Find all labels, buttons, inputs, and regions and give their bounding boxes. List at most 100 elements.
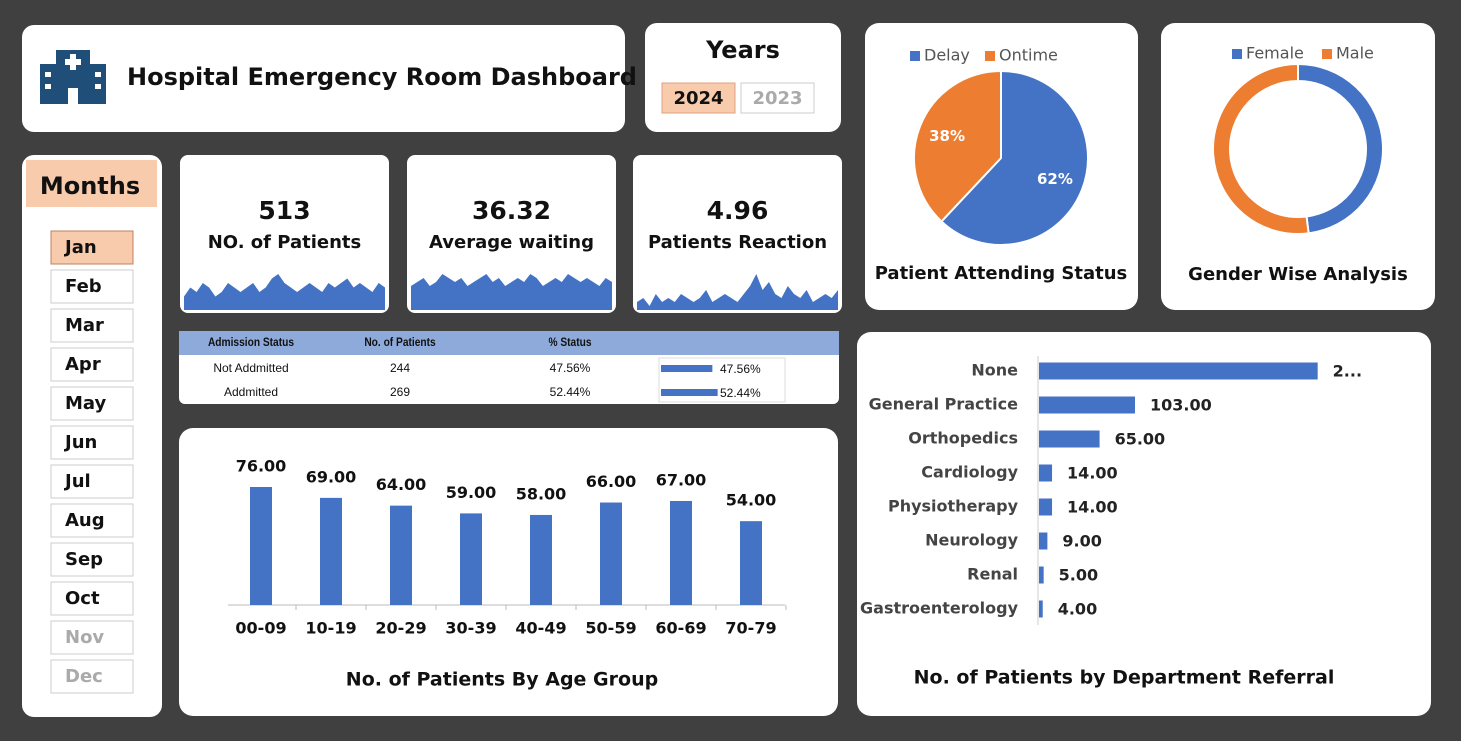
bar — [1039, 464, 1053, 482]
month-button[interactable] — [50, 542, 134, 577]
table-cell: 47.56% — [550, 361, 591, 375]
pie-slice — [940, 69, 1089, 246]
y-tick-label: None — [971, 361, 1018, 380]
bar-value-label: 9.00 — [1062, 532, 1101, 551]
x-tick-label: 10-19 — [305, 619, 356, 638]
hospital-icon — [40, 50, 106, 104]
bar — [1039, 430, 1100, 448]
pie-slice — [913, 69, 1002, 223]
table-header-cell: Admission Status — [208, 336, 294, 349]
slice-label: 38% — [929, 127, 965, 145]
bar-value-label: 66.00 — [586, 472, 637, 491]
month-button[interactable] — [50, 308, 134, 343]
year-label: 2023 — [752, 88, 802, 109]
bar-value-label: 54.00 — [726, 491, 777, 510]
month-button[interactable] — [50, 386, 134, 421]
month-button[interactable] — [50, 620, 134, 655]
legend-swatch — [910, 51, 920, 61]
month-label: Feb — [65, 276, 102, 297]
bar-value-label: 64.00 — [376, 475, 427, 494]
month-label: Jul — [63, 471, 91, 492]
bar-value-label: 14.00 — [1067, 464, 1118, 483]
month-button[interactable] — [50, 347, 134, 382]
kpi-value: 4.96 — [707, 196, 769, 225]
chart-title: Gender Wise Analysis — [1188, 264, 1408, 285]
table-cell: 244 — [390, 361, 410, 375]
year-button[interactable] — [661, 82, 736, 114]
month-label: Aug — [65, 510, 105, 531]
x-tick-label: 50-59 — [585, 619, 636, 638]
y-tick-label: Renal — [967, 565, 1018, 584]
kpi-sparkline — [637, 274, 838, 310]
y-tick-label: Cardiology — [921, 463, 1018, 482]
months-title: Months — [40, 172, 140, 200]
month-label: Dec — [65, 666, 103, 687]
bar — [460, 513, 482, 605]
slice-label: 62% — [1037, 170, 1073, 188]
month-button[interactable] — [50, 659, 134, 694]
bar — [670, 500, 692, 605]
y-tick-label: Orthopedics — [908, 429, 1018, 448]
header-panel — [22, 25, 625, 132]
bar-value-label: 69.00 — [306, 467, 357, 486]
bar-value-label: 2... — [1333, 362, 1362, 381]
month-button[interactable] — [50, 230, 134, 265]
x-tick-label: 00-09 — [235, 619, 286, 638]
y-tick-label: Neurology — [925, 531, 1018, 550]
month-label: May — [65, 393, 107, 414]
legend-label: Male — [1336, 44, 1374, 63]
table-cell: Not Addmitted — [213, 361, 288, 375]
kpi-label: Average waiting — [429, 232, 594, 253]
bar-value-label: 65.00 — [1115, 430, 1166, 449]
chart-title: Patient Attending Status — [875, 263, 1128, 284]
kpi-card — [407, 155, 616, 313]
table-header-cell: % Status — [548, 336, 591, 349]
bar-value-label: 76.00 — [236, 457, 287, 476]
bar-value-label: 5.00 — [1059, 566, 1098, 585]
data-bar — [661, 365, 713, 372]
month-button[interactable] — [50, 581, 134, 616]
month-button[interactable] — [50, 425, 134, 460]
bar-value-label: 14.00 — [1067, 498, 1118, 517]
year-button[interactable] — [740, 82, 815, 114]
month-button[interactable] — [50, 503, 134, 538]
kpi-card — [633, 155, 842, 313]
kpi-card — [180, 155, 389, 313]
table-header — [179, 331, 839, 355]
kpi-label: NO. of Patients — [208, 232, 362, 253]
legend-swatch — [1232, 49, 1242, 59]
legend-swatch — [1322, 49, 1332, 59]
data-bar-label: 52.44% — [720, 386, 761, 400]
bar — [1039, 498, 1053, 516]
month-button[interactable] — [50, 269, 134, 304]
kpi-value: 513 — [258, 196, 310, 225]
bar-value-label: 59.00 — [446, 483, 497, 502]
x-tick-label: 70-79 — [725, 619, 776, 638]
y-tick-label: Gastroenterology — [860, 599, 1019, 618]
chart-title: No. of Patients By Age Group — [346, 669, 658, 691]
x-tick-label: 20-29 — [375, 619, 426, 638]
month-button[interactable] — [50, 464, 134, 499]
bar — [320, 497, 342, 605]
bar — [1039, 396, 1135, 414]
bar — [1039, 566, 1044, 584]
bar — [250, 487, 272, 605]
bar — [1039, 600, 1043, 618]
data-bar-label: 47.56% — [720, 362, 761, 376]
table-cell: 52.44% — [550, 385, 591, 399]
age-panel — [179, 428, 838, 716]
gender-panel — [1161, 23, 1435, 310]
kpi-value: 36.32 — [472, 196, 551, 225]
bar — [600, 502, 622, 605]
years-title: Years — [705, 36, 780, 64]
bar-value-label: 4.00 — [1058, 600, 1097, 619]
bar — [1039, 362, 1318, 380]
chart-title: No. of Patients by Department Referral — [914, 667, 1335, 689]
y-tick-label: Physiotherapy — [888, 497, 1019, 516]
legend-label: Delay — [924, 46, 970, 65]
bar-value-label: 67.00 — [656, 470, 707, 489]
bar — [740, 521, 762, 605]
y-tick-label: General Practice — [869, 395, 1018, 414]
